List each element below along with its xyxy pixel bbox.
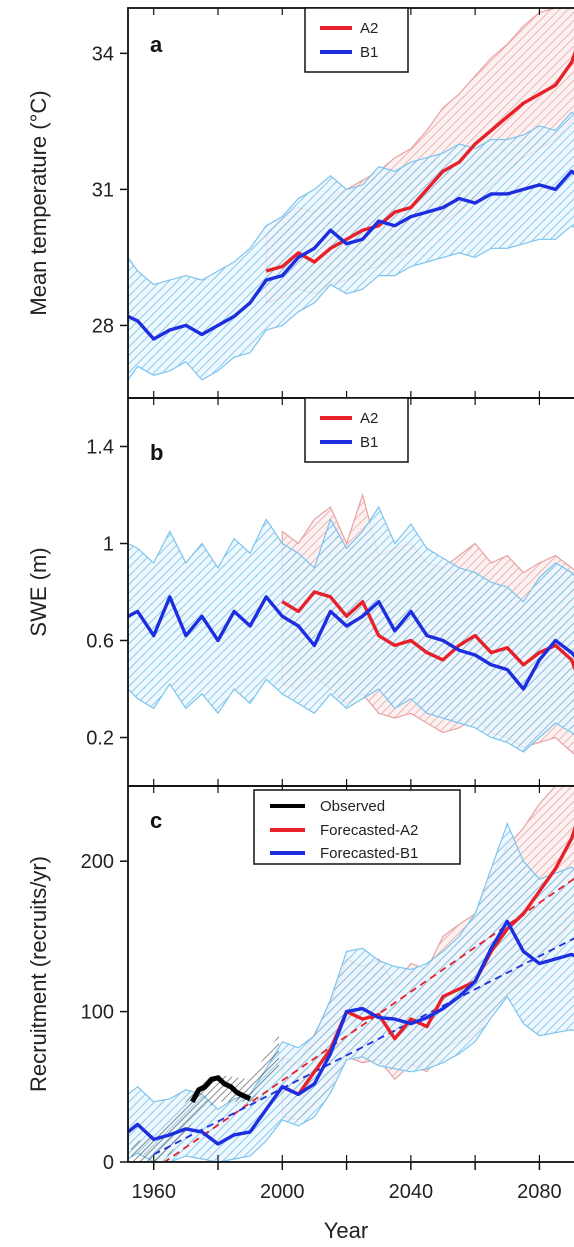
legend-label-a2-b: A2: [360, 410, 378, 427]
legend-a: A2 B1: [304, 7, 409, 73]
series-line-b1: [128, 169, 574, 341]
x-axis-title: Year: [324, 1218, 368, 1243]
observed-band: [131, 1034, 280, 1162]
y-axis-title-b: SWE (m): [26, 547, 51, 636]
y-tick-label: 31: [92, 179, 114, 201]
y-tick-label: 1.4: [86, 437, 114, 459]
y-tick-label: 200: [81, 851, 114, 873]
y-axis-c: 0 100 200: [81, 851, 128, 1174]
x-tick-label: 2040: [389, 1181, 434, 1203]
series-line-a2: [265, 50, 574, 273]
y-tick-label: 1: [103, 534, 114, 556]
uncertainty-band-forecasted-b1: [128, 821, 574, 1162]
x-tick-label: 2080: [517, 1181, 562, 1203]
legend-label-b1: B1: [360, 44, 378, 61]
y-tick-label: 0: [103, 1152, 114, 1174]
y-tick-label: 28: [92, 315, 114, 337]
legend-label-a2: A2: [360, 20, 378, 37]
legend-label-forecasted-b1: Forecasted-B1: [320, 845, 418, 862]
x-tick-label: 1960: [131, 1181, 176, 1203]
legend-box-b: [304, 397, 409, 463]
plot-area-a: [128, 8, 574, 398]
trend-line-forecasted-b1: [153, 937, 574, 1156]
legend-label-observed: Observed: [320, 798, 385, 815]
legend-label-forecasted-a2: Forecasted-A2: [320, 822, 418, 839]
panel-a: a 28 31 34 Mean temperature (°C) A2 B1: [26, 7, 574, 399]
uncertainty-band-b1: [128, 505, 574, 753]
panel-label-b: b: [150, 440, 163, 465]
plot-content-b: [128, 492, 574, 755]
plot-content-a: [128, 8, 574, 381]
y-axis-b: 0.2 0.6 1 1.4: [86, 437, 128, 750]
x-tick-label: 2000: [260, 1181, 305, 1203]
panel-label-c: c: [150, 808, 162, 833]
panel-label-a: a: [150, 32, 163, 57]
legend-label-b1-b: B1: [360, 434, 378, 451]
legend-b: A2 B1: [304, 397, 409, 463]
y-tick-label: 0.6: [86, 631, 114, 653]
series-line-b1: [128, 595, 574, 691]
x-axis-c: 1960 2000 2040 2080: [131, 1162, 562, 1203]
y-tick-label: 100: [81, 1002, 114, 1024]
panel-c: c 0 100 200 1960 2000 2040 2080 Recruitment (…: [26, 785, 574, 1243]
series-line-forecasted-b1: [128, 919, 574, 1146]
series-line-observed: [190, 1075, 252, 1103]
plot-area-c: [128, 786, 574, 1162]
y-axis-title-a: Mean temperature (°C): [26, 90, 51, 315]
panel-b: b 0.2 0.6 1 1.4 SWE (m) A2 B1: [26, 397, 574, 787]
series-line-a2: [281, 590, 574, 672]
plot-area-b: [128, 398, 574, 786]
plot-frame-c: [127, 785, 574, 1163]
plot-content-c: [128, 786, 574, 1162]
trend-line-forecasted-a2: [162, 877, 574, 1162]
y-tick-label: 0.2: [86, 728, 114, 750]
legend-box-a: [304, 7, 409, 73]
y-axis-title-c: Recruitment (recruits/yr): [26, 856, 51, 1092]
y-tick-label: 34: [92, 43, 114, 65]
y-axis-a: 28 31 34: [92, 43, 128, 337]
legend-c: Observed Forecasted-A2 Forecasted-B1: [253, 789, 461, 865]
uncertainty-band-b1: [128, 111, 574, 381]
